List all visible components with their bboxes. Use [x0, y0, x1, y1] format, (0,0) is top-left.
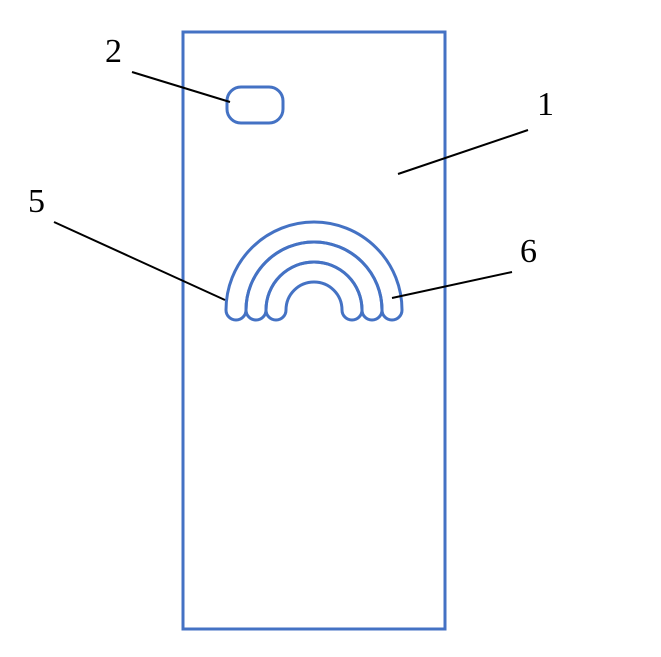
- leader-line-2: [132, 72, 230, 102]
- callout-label-1: 1: [537, 86, 554, 123]
- callout-label-2: 2: [105, 33, 122, 70]
- arch-inner: [266, 262, 362, 320]
- leader-line-5: [54, 222, 225, 300]
- slot-opening: [227, 87, 283, 123]
- leader-line-6: [392, 272, 512, 298]
- callout-label-5: 5: [28, 183, 45, 220]
- arch-outer: [226, 222, 402, 320]
- diagram-canvas: 1 2 5 6: [0, 0, 661, 657]
- device-body: [183, 32, 445, 629]
- callout-label-6: 6: [520, 233, 537, 270]
- leader-line-1: [398, 130, 528, 174]
